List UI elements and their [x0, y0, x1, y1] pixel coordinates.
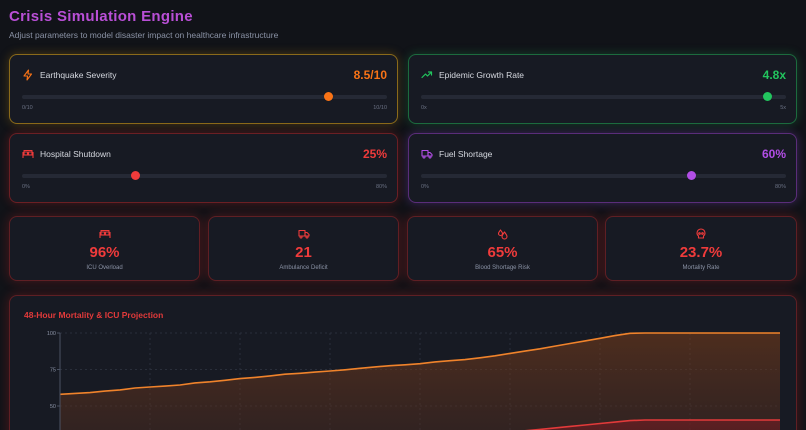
range-min-label: 0%	[22, 184, 30, 190]
mortality-area	[533, 420, 780, 430]
stat-value: 65%	[487, 244, 518, 261]
chart-title: 48-Hour Mortality & ICU Projection	[24, 310, 164, 320]
epidemic-growth-control: Epidemic Growth Rate 4.8x 0x 5x	[408, 54, 797, 124]
earthquake-severity-slider[interactable]	[22, 92, 387, 101]
stat-blood-shortage-risk: 65% Blood Shortage Risk	[407, 216, 598, 281]
control-value: 25%	[362, 147, 387, 161]
earthquake-severity-control: Earthquake Severity 8.5/10 0/10 10/10	[9, 54, 398, 124]
page-title: Crisis Simulation Engine	[9, 8, 193, 25]
skull-icon	[695, 227, 707, 239]
stat-value: 96%	[89, 244, 120, 261]
control-value: 8.5/10	[353, 68, 387, 82]
stat-mortality-rate: 23.7% Mortality Rate	[605, 216, 797, 281]
range-min-label: 0x	[421, 105, 427, 111]
stat-ambulance-deficit: 21 Ambulance Deficit	[208, 216, 399, 281]
slider-thumb[interactable]	[130, 171, 140, 180]
stat-label: Ambulance Deficit	[279, 265, 328, 271]
droplets-icon	[497, 227, 509, 240]
svg-text:75: 75	[50, 368, 56, 374]
fuel-shortage-control: Fuel Shortage 60% 0% 80%	[408, 133, 797, 203]
hospital-shutdown-slider[interactable]	[22, 171, 387, 180]
truck-icon	[421, 148, 433, 160]
projection-chart: 100 75 50	[47, 331, 780, 430]
control-label: Fuel Shortage	[439, 149, 493, 159]
control-label: Epidemic Growth Rate	[439, 70, 525, 80]
range-max-label: 80%	[774, 184, 786, 190]
stat-icu-overload: 96% ICU Overload	[9, 216, 200, 281]
svg-text:50: 50	[50, 404, 56, 410]
range-max-label: 5x	[780, 105, 786, 111]
stat-label: Mortality Rate	[682, 265, 720, 271]
range-min-label: 0/10	[22, 105, 33, 111]
control-value: 60%	[761, 147, 786, 161]
icu-load-area	[60, 333, 780, 430]
slider-thumb[interactable]	[686, 171, 696, 180]
svg-text:100: 100	[47, 331, 56, 337]
range-max-label: 10/10	[373, 105, 387, 111]
control-value: 4.8x	[762, 68, 786, 82]
y-axis-ticks: 100 75 50	[47, 331, 60, 410]
range-max-label: 80%	[375, 184, 387, 190]
epidemic-growth-slider[interactable]	[421, 92, 786, 101]
truck-icon	[297, 227, 310, 239]
page-subtitle: Adjust parameters to model disaster impa…	[9, 30, 279, 40]
trending-up-icon	[421, 69, 433, 81]
projection-chart-card: 48-Hour Mortality & ICU Projection 100 75…	[9, 295, 797, 430]
icu-load-line	[59, 332, 780, 396]
lightning-icon	[22, 69, 34, 81]
bed-icon	[98, 227, 111, 239]
hospital-shutdown-control: Hospital Shutdown 25% 0% 80%	[9, 133, 398, 203]
stat-label: Blood Shortage Risk	[475, 265, 530, 271]
fuel-shortage-slider[interactable]	[421, 171, 786, 180]
stat-value: 23.7%	[679, 244, 723, 261]
stat-value: 21	[295, 244, 312, 261]
control-label: Hospital Shutdown	[40, 149, 111, 159]
control-label: Earthquake Severity	[40, 70, 117, 80]
stat-label: ICU Overload	[86, 265, 123, 271]
bed-icon	[22, 148, 34, 160]
slider-thumb[interactable]	[763, 92, 773, 101]
mortality-line	[524, 419, 780, 430]
range-min-label: 0%	[421, 184, 429, 190]
slider-thumb[interactable]	[324, 92, 334, 101]
